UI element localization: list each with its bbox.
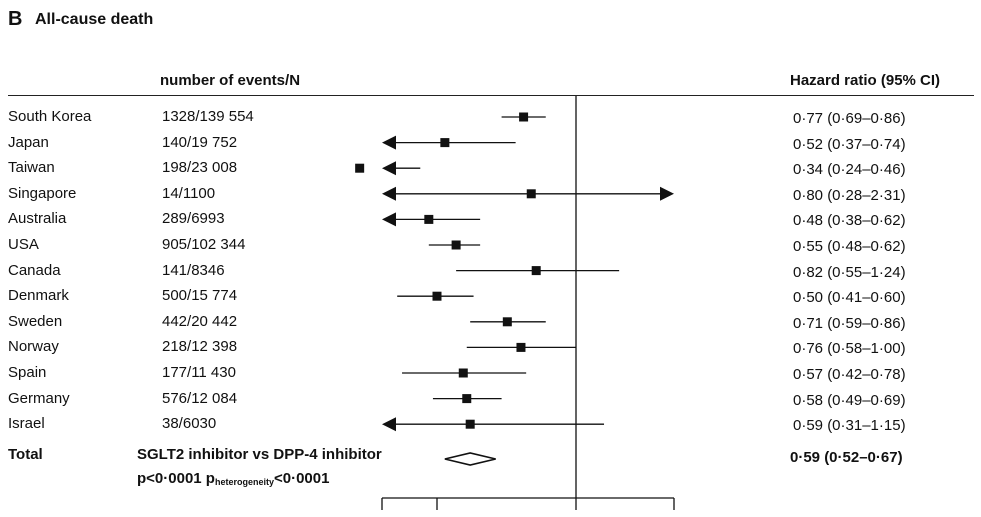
total-comparison: SGLT2 inhibitor vs DPP-4 inhibitor xyxy=(137,446,382,463)
row-hr-text: 0·52 (0·37–0·74) xyxy=(793,135,906,153)
point-estimate xyxy=(531,266,541,276)
row-events-value: 905/102 344 xyxy=(162,236,246,253)
row-hr-text: 0·50 (0·41–0·60) xyxy=(793,289,906,307)
row-events-value: 500/15 774 xyxy=(162,287,238,305)
row-events-value: 576/12 084 xyxy=(162,389,238,407)
row-country-label: South Korea xyxy=(8,108,92,125)
row-country-label: Sweden xyxy=(8,312,63,330)
row-hr-text: 0·80 (0·28–2·31) xyxy=(793,186,906,204)
row-events-value: 1328/139 554 xyxy=(162,108,254,125)
pooled-diamond xyxy=(444,452,496,466)
row-events-value: 140/19 752 xyxy=(162,133,238,151)
row-country-label: Germany xyxy=(8,389,70,407)
row-country-label: Taiwan xyxy=(8,159,55,177)
ci-arrow-left xyxy=(382,186,396,201)
row-hr-text: 0·77 (0·69–0·86) xyxy=(793,110,906,127)
row-events-value: 198/23 008 xyxy=(162,159,238,177)
row-events-value: 218/12 398 xyxy=(162,338,238,356)
p-value-prefix: p<0·0001 p xyxy=(137,470,215,487)
panel-title: All-cause death xyxy=(35,11,154,28)
row-events-value: 442/20 442 xyxy=(162,312,238,330)
row-hr-text: 0·59 (0·31–1·15) xyxy=(793,417,906,435)
ci-arrow-left xyxy=(382,212,396,227)
point-estimate xyxy=(424,214,434,224)
p-value-suffix: <0·0001 xyxy=(273,470,330,487)
header-rule xyxy=(8,95,974,96)
point-estimate xyxy=(516,342,526,352)
total-label: Total xyxy=(8,446,43,463)
row-country-label: Norway xyxy=(8,338,59,356)
row-hr-text: 0·58 (0·49–0·69) xyxy=(793,391,906,409)
point-estimate xyxy=(462,394,472,404)
row-country-label: Australia xyxy=(8,210,67,228)
total-hr-text: 0·59 (0·52–0·67) xyxy=(790,449,903,466)
p-value-text: p<0·0001 pheterogeneity<0·0001 xyxy=(137,470,329,487)
row-events-value: 289/6993 xyxy=(162,210,225,228)
ci-arrow-left xyxy=(382,417,396,432)
ci-arrow-left xyxy=(382,135,396,150)
row-hr-text: 0·71 (0·59–0·86) xyxy=(793,314,906,332)
row-country-label: Denmark xyxy=(8,287,69,305)
row-events-value: 14/1100 xyxy=(162,184,216,202)
row-hr-text: 0·48 (0·38–0·62) xyxy=(793,212,906,230)
row-hr-text: 0·55 (0·48–0·62) xyxy=(793,238,906,255)
point-estimate xyxy=(526,189,536,199)
row-country-label: Canada xyxy=(8,261,61,279)
row-hr-text: 0·76 (0·58–1·00) xyxy=(793,340,906,358)
point-estimate xyxy=(451,240,461,250)
row-country-label: USA xyxy=(8,236,39,253)
ci-arrow-right xyxy=(660,186,674,201)
point-estimate xyxy=(465,419,475,429)
point-estimate xyxy=(432,291,442,301)
row-hr-text: 0·82 (0·55–1·24) xyxy=(793,263,906,281)
ci-arrow-left xyxy=(382,161,396,176)
point-estimate xyxy=(519,112,529,122)
row-country-label: Israel xyxy=(8,415,45,433)
row-country-label: Japan xyxy=(8,133,49,151)
row-country-label: Singapore xyxy=(8,184,77,202)
point-estimate xyxy=(440,138,450,148)
events-column-header: number of events/N xyxy=(160,72,301,89)
row-events-value: 141/8346 xyxy=(162,261,225,279)
row-events-value: 177/11 430 xyxy=(162,364,236,381)
point-estimate xyxy=(355,163,365,173)
point-estimate xyxy=(458,368,468,378)
row-country-label: Spain xyxy=(8,364,47,381)
point-estimate xyxy=(502,317,512,327)
row-hr-text: 0·34 (0·24–0·46) xyxy=(793,161,906,179)
row-events-value: 38/6030 xyxy=(162,415,217,433)
p-heterogeneity-subscript: heterogeneity xyxy=(214,477,274,487)
panel-letter: B xyxy=(8,8,23,30)
hr-column-header: Hazard ratio (95% CI) xyxy=(790,72,941,89)
row-hr-text: 0·57 (0·42–0·78) xyxy=(793,366,906,383)
